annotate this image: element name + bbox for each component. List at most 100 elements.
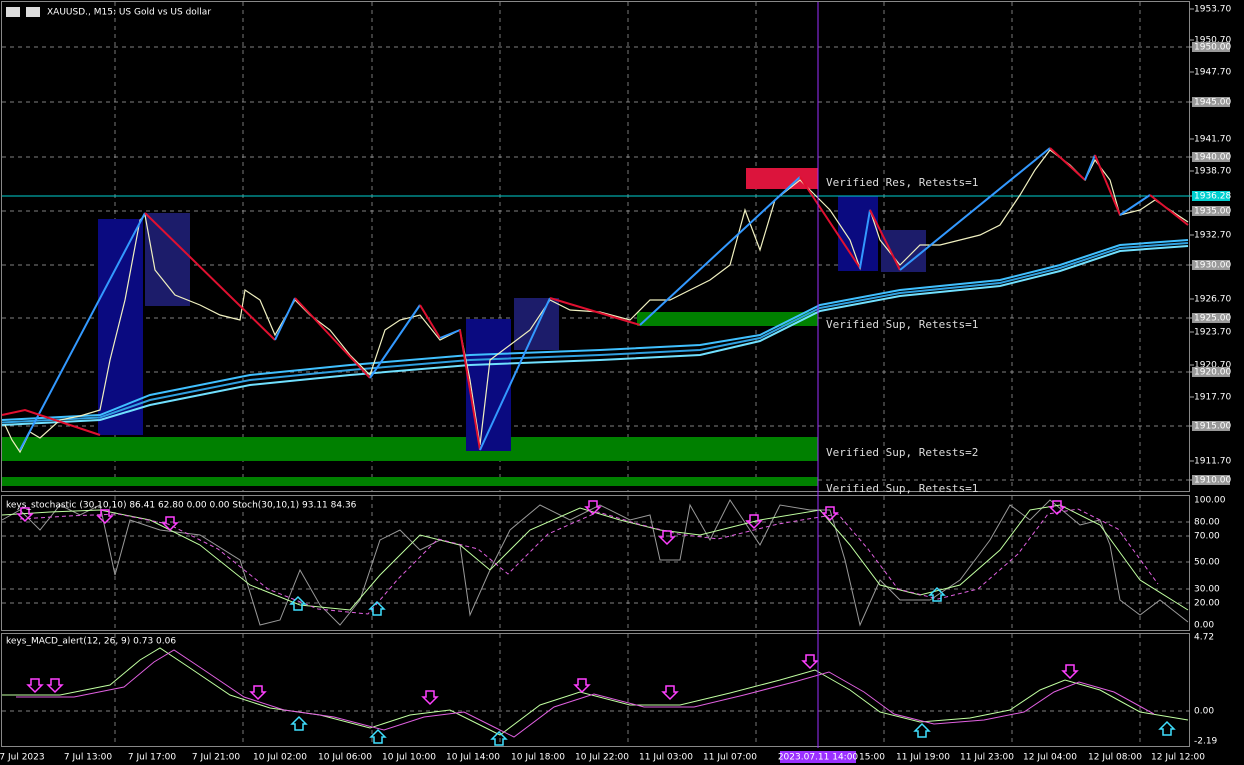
macd-label: 0.00 (1194, 707, 1214, 717)
support-zone (2, 437, 818, 461)
label-box (1192, 97, 1230, 107)
price-label: 1947.70 (1194, 68, 1231, 78)
price-label: 1938.70 (1194, 167, 1231, 177)
price-label: 1910.00 (1194, 476, 1231, 486)
resistance-zone (746, 168, 818, 189)
price-label: 1930.00 (1194, 261, 1231, 271)
price-label: 1940.00 (1194, 153, 1231, 163)
signal-arrow (290, 715, 308, 731)
series-lines (1, 147, 1189, 746)
time-label: 12 Jul 12:00 (1151, 753, 1205, 763)
zone-label: Verified Sup, Retests=1 (826, 318, 978, 331)
zigzag (799, 176, 861, 269)
time-label: 7 Jul 13:00 (64, 753, 113, 763)
label-box (1192, 42, 1230, 52)
support-zone (2, 477, 818, 486)
signal-arrow (16, 507, 34, 523)
time-label: 12 Jul 04:00 (1023, 753, 1077, 763)
price-label: 1935.00 (1194, 207, 1231, 217)
support-zone (637, 312, 818, 326)
signal-arrow (801, 654, 819, 670)
moving-average (1, 239, 1189, 421)
macd-label: -2.19 (1194, 737, 1218, 747)
zone-label: Verified Sup, Retests=2 (826, 446, 978, 459)
signal-arrow (289, 595, 307, 611)
zigzag (869, 209, 901, 271)
stoch-signal (19, 508, 1159, 615)
signal-arrow (1158, 720, 1176, 736)
zigzag (1119, 194, 1151, 216)
price-label: 1945.00 (1194, 98, 1231, 108)
moving-average (1, 245, 1189, 426)
label-box (1192, 191, 1230, 201)
zigzag (899, 147, 1051, 271)
time-label: 11 Jul 03:00 (639, 753, 693, 763)
signal-arrow (368, 600, 386, 616)
price-label: 1926.70 (1194, 295, 1231, 305)
label-box (1192, 475, 1230, 485)
icon (26, 7, 40, 17)
zigzag (274, 297, 296, 341)
grid (2, 2, 1190, 746)
signal-arrow (745, 514, 763, 530)
moving-average (1, 242, 1189, 424)
time-label: 10 Jul 06:00 (318, 753, 372, 763)
box (514, 298, 559, 350)
price-label: 1923.70 (1194, 328, 1231, 338)
zigzag (1, 408, 101, 436)
stoch-label: 20.00 (1194, 599, 1220, 609)
zigzag (859, 209, 871, 269)
label-box (1192, 206, 1230, 216)
stoch-label: 100.00 (1194, 496, 1226, 506)
box (98, 219, 143, 435)
indicator-title: keys_stochastic (30,10,10) 86.41 62.80 0… (6, 501, 357, 511)
time-label: 7 Jul 21:00 (192, 753, 241, 763)
time-label: 10 Jul 14:00 (446, 753, 500, 763)
zigzag (459, 329, 481, 451)
zone-label: Verified Res, Retests=1 (826, 176, 978, 189)
price-label: 1917.70 (1194, 393, 1231, 403)
label-box (1192, 313, 1230, 323)
stoch-label: 80.00 (1194, 518, 1220, 528)
signal-arrow (490, 730, 508, 746)
zigzag (144, 212, 276, 341)
price-label: 1920.00 (1194, 368, 1231, 378)
icon (6, 7, 20, 17)
time-label: 2023.07.11 14:00 (778, 753, 859, 763)
signal-arrow (928, 586, 946, 602)
zigzag (479, 297, 551, 451)
signal-arrow (26, 678, 44, 694)
signal-arrow (1061, 664, 1079, 680)
price-label: 1925.00 (1194, 314, 1231, 324)
label-box (780, 751, 856, 763)
price-label: 1950.70 (1194, 36, 1231, 46)
time-label: 11 Jul 23:00 (960, 753, 1014, 763)
zone-label: Verified Sup, Retests=1 (826, 482, 978, 495)
macd-label: 4.72 (1194, 633, 1214, 643)
time-label: 12 Jul 08:00 (1088, 753, 1142, 763)
box (145, 213, 190, 306)
box (881, 230, 926, 272)
time-label: 11 Jul 07:00 (703, 753, 757, 763)
time-label: 7 Jul 17:00 (128, 753, 177, 763)
label-box (1192, 260, 1230, 270)
box (838, 196, 878, 271)
time-label: 7 Jul 2023 (0, 753, 45, 763)
signal-arrow (584, 500, 602, 516)
macd-panel (1, 633, 1190, 747)
label-box (1192, 367, 1230, 377)
signal-arrow (661, 685, 679, 701)
price-label: 1936.28 (1194, 192, 1231, 202)
indicator-title: keys_MACD_alert(12, 26, 9) 0.73 0.06 (6, 637, 176, 647)
signal-arrow (96, 509, 114, 525)
zigzag (1094, 154, 1121, 216)
zigzag (549, 297, 641, 326)
stoch-label: 50.00 (1194, 558, 1220, 568)
stoch-label: 70.00 (1194, 532, 1220, 542)
signal-arrow (46, 678, 64, 694)
stoch-fast (1, 499, 1189, 627)
macd-signal (16, 649, 1155, 738)
